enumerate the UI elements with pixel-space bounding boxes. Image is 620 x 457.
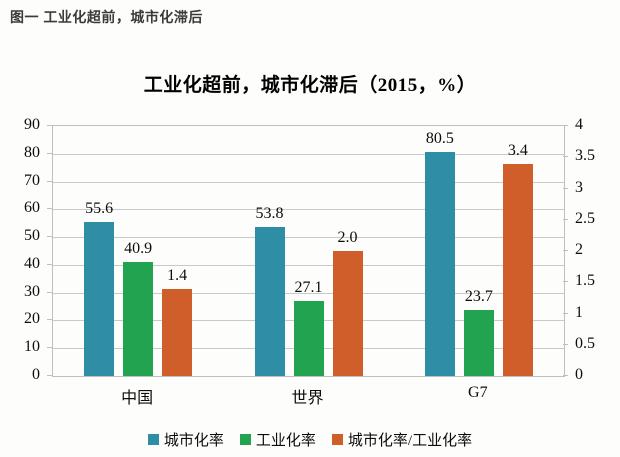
left-axis-tick-label: 90: [24, 116, 40, 133]
grid-line: [53, 264, 564, 266]
left-axis-tick: [47, 263, 52, 265]
bar-urbanization-industrialization-ratio-1: [332, 251, 363, 376]
right-axis-tick: [563, 281, 568, 283]
legend-label: 城市化率: [163, 433, 224, 449]
bar-urbanization-rate-1: [254, 226, 285, 376]
bar-industrialization-rate-2: [463, 310, 494, 376]
right-axis-tick: [563, 125, 568, 126]
legend-entry-urbanization-rate: 城市化率: [147, 429, 224, 450]
category-label: 中国: [121, 390, 154, 407]
bar-value-label: 40.9: [124, 240, 153, 258]
left-axis-tick: [47, 208, 52, 210]
right-axis-tick-label: 0: [575, 366, 583, 383]
legend-label: 工业化率: [255, 433, 316, 449]
document-heading: 图一 工业化超前，城市化滞后: [10, 9, 203, 25]
left-axis-tick: [47, 125, 52, 126]
bar-urbanization-rate-0: [84, 221, 115, 376]
legend-entry-urbanization-industrialization-ratio: 城市化率/工业化率: [331, 429, 473, 450]
right-axis-tick-label: 3.5: [575, 147, 595, 165]
left-axis: 0 10 20 30 40 50 60 70 80 90: [0, 117, 44, 383]
left-axis-tick: [47, 236, 52, 238]
right-axis-tick-label: 1.5: [575, 272, 595, 290]
legend-swatch-urbanization-industrialization-ratio: [331, 434, 343, 445]
left-axis-tick-label: 80: [24, 143, 40, 161]
bar-value-label: 23.7: [464, 288, 493, 306]
category-label: 世界: [291, 390, 324, 407]
left-axis-tick-label: 0: [32, 366, 40, 383]
legend-entry-industrialization-rate: 工业化率: [239, 429, 316, 450]
legend-label: 城市化率/工业化率: [347, 433, 473, 449]
bar-value-label: 55.6: [85, 199, 114, 217]
category-label: G7: [468, 384, 488, 401]
legend: 城市化率 工业化率 城市化率/工业化率: [0, 429, 620, 450]
grid-line: [53, 153, 564, 155]
right-axis-tick-label: 2.5: [575, 209, 595, 227]
legend-swatch-industrialization-rate: [239, 434, 251, 445]
right-axis-tick-label: 2: [575, 241, 583, 258]
grid-line: [53, 292, 564, 294]
bar-value-label: 3.4: [507, 141, 528, 159]
legend-swatch-urbanization-rate: [147, 434, 159, 445]
right-axis-tick: [563, 375, 568, 376]
left-axis-tick: [47, 375, 52, 376]
left-axis-tick-label: 40: [24, 254, 40, 272]
bar-value-label: 27.1: [294, 278, 323, 296]
left-axis-tick-label: 70: [24, 171, 40, 189]
left-axis-tick-label: 20: [24, 310, 40, 328]
bar-value-label: 53.8: [255, 204, 284, 222]
left-axis-tick: [47, 347, 52, 349]
grid-line: [53, 237, 564, 239]
left-axis-tick: [47, 319, 52, 321]
chart-title: 工业化超前，城市化滞后（2015，%）: [143, 75, 477, 96]
left-axis-tick: [47, 152, 52, 154]
bar-industrialization-rate-1: [293, 300, 324, 376]
bar-value-label: 2.0: [337, 229, 358, 246]
bar-industrialization-rate-0: [123, 262, 154, 376]
right-axis-tick-label: 3: [575, 178, 583, 196]
right-axis-tick: [563, 343, 568, 345]
category-axis: 中国 世界 G7: [52, 384, 563, 407]
grid-line: [53, 181, 564, 183]
left-axis-tick-label: 50: [24, 227, 40, 245]
bar-value-label: 1.4: [167, 266, 188, 284]
left-axis-tick-label: 60: [24, 199, 40, 217]
right-axis-tick: [563, 218, 568, 220]
right-axis: 0 0.5 1 1.5 2 2.5 3 3.5 4: [575, 117, 620, 383]
plot-area: 55.6 40.9 1.4 53.8 27.1 2.0 80.5 23.7 3.4: [52, 125, 565, 377]
right-axis-tick: [563, 312, 568, 314]
grid-line: [53, 209, 564, 211]
left-axis-tick-label: 30: [24, 282, 40, 300]
right-axis-tick-label: 1: [575, 303, 583, 321]
right-axis-tick-label: 4: [575, 116, 583, 133]
left-axis-tick-label: 10: [24, 338, 40, 356]
left-axis-tick: [47, 291, 52, 293]
bar-urbanization-industrialization-ratio-2: [502, 163, 533, 376]
bar-value-label: 80.5: [425, 130, 454, 148]
right-axis-tick-label: 0.5: [575, 334, 595, 352]
right-axis-tick: [563, 250, 568, 251]
bar-urbanization-industrialization-ratio-0: [162, 288, 193, 376]
right-axis-tick: [563, 187, 568, 189]
left-axis-tick: [47, 180, 52, 182]
bar-urbanization-rate-2: [424, 152, 455, 376]
right-axis-tick: [563, 156, 568, 158]
